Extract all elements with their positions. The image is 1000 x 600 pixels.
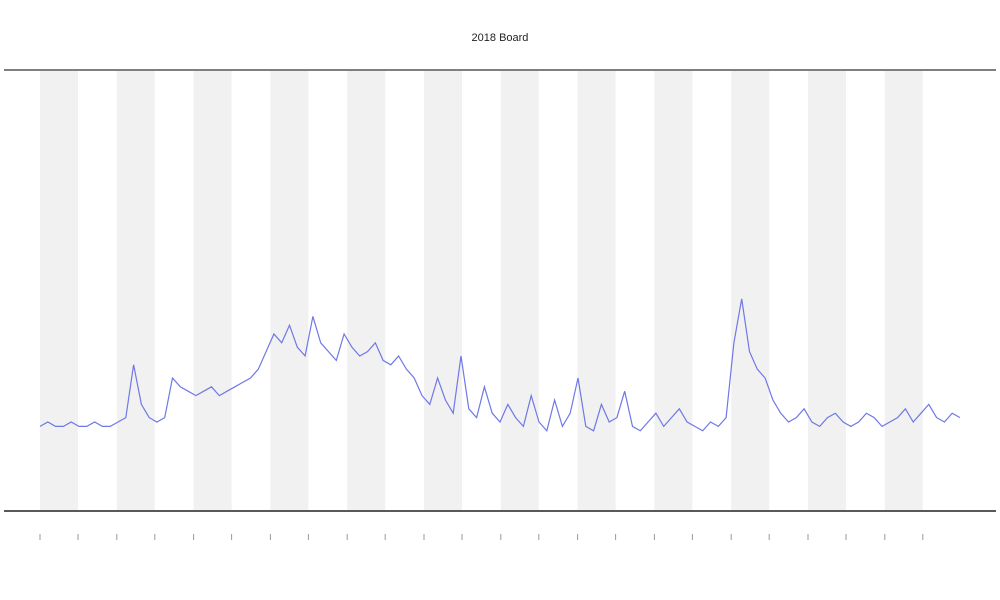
shaded-band [654, 71, 693, 510]
shaded-band [270, 71, 309, 510]
shaded-band [500, 71, 539, 510]
shaded-band [731, 71, 770, 510]
shaded-band [808, 71, 846, 510]
shaded-band [347, 71, 386, 510]
shaded-band [884, 71, 923, 510]
shaded-band [424, 71, 462, 510]
shaded-band [577, 71, 616, 510]
shaded-band [193, 71, 232, 510]
series-line [39, 298, 961, 433]
shaded-band [116, 71, 155, 510]
shaded-band [40, 71, 78, 510]
chart-title: 2018 Board [472, 32, 529, 44]
background-bands [40, 71, 923, 510]
